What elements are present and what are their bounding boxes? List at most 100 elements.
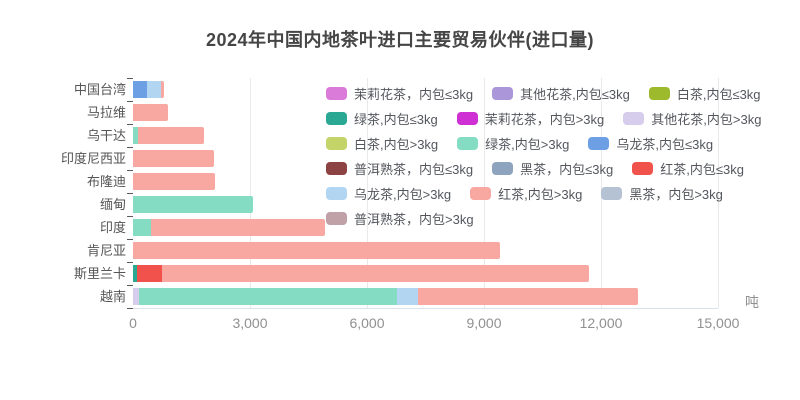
x-tick-label: 12,000: [579, 315, 623, 331]
legend-item[interactable]: 黑茶，内包≤3kg: [492, 159, 613, 178]
bar-segment[interactable]: [133, 195, 254, 213]
x-tick-label: 15,000: [696, 315, 740, 331]
legend-swatch: [326, 112, 347, 125]
bar-segment[interactable]: [417, 287, 639, 305]
legend-swatch: [601, 187, 623, 200]
legend-swatch: [492, 87, 514, 100]
legend-label: 其他花茶,内包>3kg: [651, 112, 762, 127]
legend-item[interactable]: 茉莉花茶，内包>3kg: [456, 109, 605, 128]
bar-segment[interactable]: [161, 264, 589, 282]
legend-row: 茉莉花茶，内包≤3kg 其他花茶,内包≤3kg 白茶,内包≤3kg: [326, 81, 761, 106]
legend-item[interactable]: 乌龙茶,内包>3kg: [326, 184, 451, 203]
bar-segment[interactable]: [138, 126, 204, 144]
y-axis-tick: [127, 100, 133, 102]
legend-item[interactable]: 红茶,内包>3kg: [470, 184, 582, 203]
bar-segment[interactable]: [133, 126, 139, 144]
bar-segment[interactable]: [146, 80, 162, 98]
legend-item[interactable]: 普洱熟茶，内包>3kg: [326, 209, 474, 228]
legend-label: 红茶,内包>3kg: [498, 187, 583, 202]
gridline: [718, 78, 719, 308]
y-axis-tick: [127, 238, 133, 240]
bar-segment[interactable]: [133, 80, 147, 98]
x-axis-line: [133, 308, 718, 309]
bar-segment[interactable]: [133, 241, 500, 259]
y-category-label: 乌干达: [86, 128, 126, 143]
legend-label: 绿茶,内包≤3kg: [354, 112, 438, 127]
bar-segment[interactable]: [136, 264, 162, 282]
y-axis-tick: [127, 123, 133, 125]
legend-label: 乌龙茶,内包>3kg: [354, 187, 452, 202]
bar-segment[interactable]: [133, 103, 168, 121]
legend-item[interactable]: 绿茶,内包≤3kg: [326, 109, 438, 128]
legend-row: 普洱熟茶，内包≤3kg 黑茶，内包≤3kg 红茶,内包≤3kg: [326, 156, 761, 181]
legend-item[interactable]: 普洱熟茶，内包≤3kg: [326, 159, 473, 178]
bar-segment[interactable]: [133, 172, 215, 190]
y-category-label: 印度尼西亚: [60, 151, 126, 166]
y-axis-tick: [127, 146, 133, 148]
bar-segment[interactable]: [133, 264, 137, 282]
legend-label: 白茶,内包>3kg: [354, 137, 439, 152]
x-tick-label: 3,000: [232, 315, 268, 331]
legend-item[interactable]: 其他花茶,内包≤3kg: [492, 84, 630, 103]
bar-segment[interactable]: [138, 287, 397, 305]
bar-segment[interactable]: [150, 218, 325, 236]
y-category-label: 布隆迪: [86, 174, 126, 189]
legend-swatch: [623, 112, 645, 125]
x-tick-label: 9,000: [466, 315, 502, 331]
legend-swatch: [326, 87, 347, 100]
legend-item[interactable]: 乌龙茶,内包≤3kg: [588, 134, 713, 153]
y-axis-tick: [127, 77, 133, 79]
y-category-label: 斯里兰卡: [73, 266, 126, 281]
legend-item[interactable]: 绿茶,内包>3kg: [457, 134, 569, 153]
bar-segment[interactable]: [133, 149, 215, 167]
legend-label: 白茶,内包≤3kg: [676, 87, 761, 102]
legend-swatch: [470, 187, 492, 200]
legend-item[interactable]: 黑茶，内包>3kg: [601, 184, 723, 203]
legend-row: 乌龙茶,内包>3kg 红茶,内包>3kg 黑茶，内包>3kg: [326, 181, 761, 206]
legend-label: 普洱熟茶，内包>3kg: [354, 212, 474, 227]
chart-title: 2024年中国内地茶叶进口主要贸易伙伴(进口量): [205, 30, 595, 50]
y-category-label: 马拉维: [86, 105, 126, 120]
y-axis-tick: [127, 284, 133, 286]
legend-item[interactable]: 红茶,内包≤3kg: [632, 159, 744, 178]
legend-swatch: [326, 212, 347, 225]
legend-label: 黑茶，内包≤3kg: [520, 162, 614, 177]
legend-swatch: [648, 87, 670, 100]
y-category-label: 缅甸: [99, 197, 126, 212]
legend-label: 其他花茶,内包≤3kg: [520, 87, 630, 102]
y-axis-tick: [127, 169, 133, 171]
legend-swatch: [492, 162, 514, 175]
y-axis-tick: [127, 215, 133, 217]
bar-segment[interactable]: [133, 218, 151, 236]
legend-swatch: [588, 137, 610, 150]
y-axis-tick: [127, 261, 133, 263]
legend-swatch: [326, 162, 347, 175]
legend-swatch: [632, 162, 654, 175]
legend-label: 黑茶，内包>3kg: [629, 187, 723, 202]
gridline: [250, 78, 251, 308]
y-category-label: 印度: [99, 220, 126, 235]
legend-label: 茉莉花茶，内包≤3kg: [354, 87, 474, 102]
legend-swatch: [326, 187, 347, 200]
legend-row: 白茶,内包>3kg 绿茶,内包>3kg 乌龙茶,内包≤3kg: [326, 131, 761, 156]
legend-item[interactable]: 茉莉花茶，内包≤3kg: [326, 84, 473, 103]
legend-item[interactable]: 白茶,内包>3kg: [326, 134, 438, 153]
legend-label: 茉莉花茶，内包>3kg: [484, 112, 605, 127]
gridline: [367, 78, 368, 308]
bar-segment[interactable]: [161, 80, 164, 98]
bar-segment[interactable]: [133, 287, 139, 305]
y-axis-tick: [127, 192, 133, 194]
legend-swatch: [457, 137, 479, 150]
bar-segment[interactable]: [396, 287, 418, 305]
x-tick-label: 0: [129, 315, 137, 331]
x-tick-label: 6,000: [349, 315, 385, 331]
legend-label: 普洱熟茶，内包≤3kg: [354, 162, 474, 177]
legend-swatch: [456, 112, 478, 125]
legend-label: 绿茶,内包>3kg: [485, 137, 570, 152]
y-category-label: 越南: [99, 289, 126, 304]
legend-item[interactable]: 白茶,内包≤3kg: [648, 84, 761, 103]
legend-row: 普洱熟茶，内包>3kg: [326, 206, 761, 231]
legend-item[interactable]: 其他花茶,内包>3kg: [623, 109, 761, 128]
y-axis-tick: [127, 307, 133, 309]
